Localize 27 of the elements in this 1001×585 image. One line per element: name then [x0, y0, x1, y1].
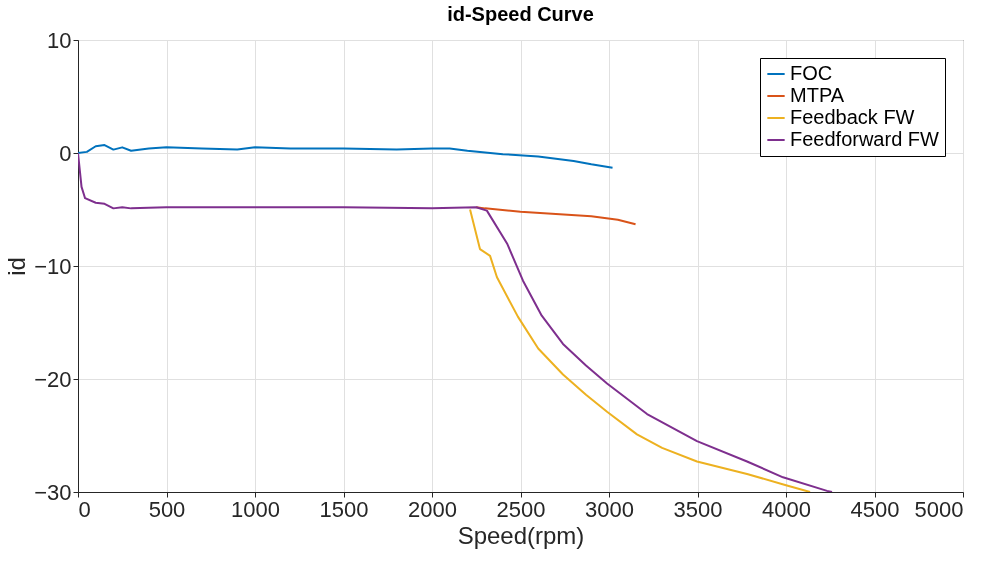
line-series	[78, 144, 614, 169]
x-tick-label: 3000	[585, 496, 634, 522]
x-tick-label: 1000	[231, 496, 280, 522]
x-tick-label: 4500	[850, 496, 900, 522]
y-tick-label: −10	[34, 253, 72, 279]
x-tick-label: 0	[78, 496, 91, 522]
line-series	[475, 206, 637, 226]
y-tick-label: −30	[34, 479, 72, 505]
legend-label: FOC	[790, 62, 833, 84]
x-axis-title: Speed(rpm)	[457, 521, 585, 549]
x-tick-label: 2500	[496, 496, 546, 522]
x-tick-label: 2000	[408, 496, 457, 522]
x-tick-label: 500	[148, 496, 186, 522]
y-tick-label: 10	[47, 27, 72, 53]
chart-title: id-Speed Curve	[447, 3, 594, 25]
line-series	[469, 208, 812, 492]
legend-label: MTPA	[790, 84, 845, 106]
legend-label: Feedback FW	[790, 106, 915, 128]
x-tick-label: 3500	[673, 496, 723, 522]
y-axis-title: id	[3, 257, 31, 276]
line-series	[78, 152, 834, 492]
y-tick-label: −20	[34, 366, 72, 392]
x-tick-label: 4000	[762, 496, 811, 522]
x-tick-label: 1500	[319, 496, 369, 522]
x-tick-label: 5000	[914, 496, 964, 522]
legend-label: Feedforward FW	[790, 128, 940, 150]
y-tick-label: 0	[59, 140, 72, 166]
